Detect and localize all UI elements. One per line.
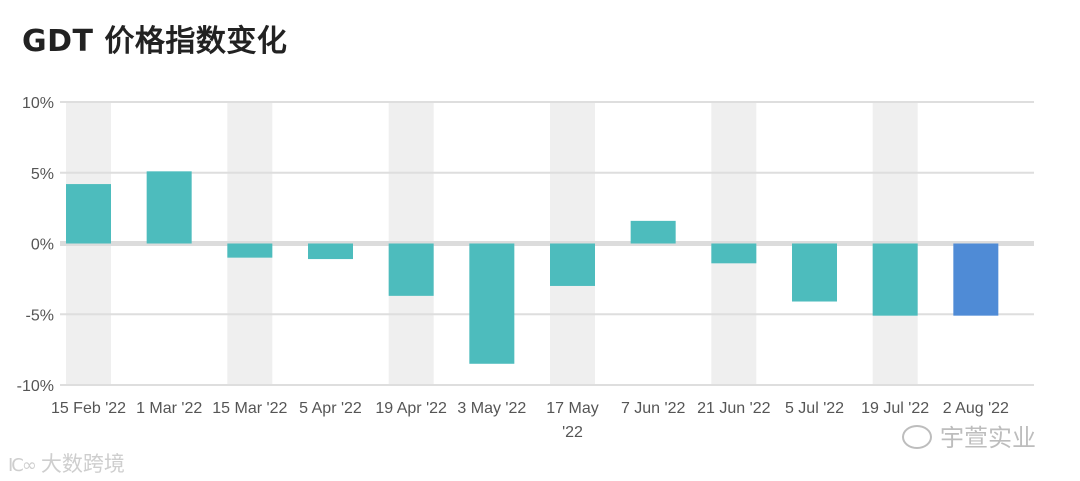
- watermark-left: IC∞ 大数跨境: [8, 448, 125, 478]
- y-tick-label: -10%: [17, 378, 54, 395]
- y-tick-label: 0%: [31, 237, 54, 254]
- watermark-left-text: 大数跨境: [40, 452, 125, 476]
- x-tick-label: 2 Aug '22: [943, 400, 1009, 417]
- bar: [953, 243, 999, 316]
- bar: [66, 184, 111, 244]
- bar: [227, 243, 273, 258]
- bar: [146, 171, 192, 244]
- bar: [388, 243, 434, 296]
- x-tick-label: 17 May '22: [546, 400, 598, 441]
- bar: [630, 220, 676, 244]
- gridlines: [60, 101, 1034, 386]
- x-axis: 15 Feb '22 1 Mar '22 15 Mar '22 5 Apr '22 19…: [51, 400, 1009, 441]
- y-tick-label: 5%: [31, 166, 54, 183]
- bar: [550, 243, 595, 286]
- bar: [308, 243, 353, 260]
- y-tick-label: -5%: [26, 307, 54, 324]
- wechat-icon: [902, 425, 932, 449]
- bars: [66, 171, 999, 364]
- bar: [792, 243, 837, 302]
- chart-title: GDT 价格指数变化: [22, 24, 288, 59]
- x-tick-label: 7 Jun '22: [621, 400, 686, 417]
- bar: [872, 243, 918, 316]
- x-tick-label: 19 Jul '22: [861, 400, 929, 417]
- watermark-right: 宇萱实业: [902, 418, 1036, 453]
- watermark-logo-icon: IC∞: [8, 455, 37, 476]
- x-tick-label: 5 Apr '22: [299, 400, 362, 417]
- bar: [469, 243, 515, 364]
- bar: [711, 243, 757, 264]
- x-tick-label: 3 May '22: [457, 400, 526, 417]
- x-tick-label: 15 Feb '22: [51, 400, 126, 417]
- watermark-right-text: 宇萱实业: [940, 424, 1036, 452]
- y-tick-label: 10%: [22, 95, 54, 112]
- x-tick-label: 21 Jun '22: [697, 400, 770, 417]
- x-tick-label: 19 Apr '22: [375, 400, 447, 417]
- y-axis: -10% -5% 0% 5% 10%: [17, 95, 54, 395]
- x-tick-label: 15 Mar '22: [212, 400, 287, 417]
- x-tick-label: 1 Mar '22: [136, 400, 202, 417]
- x-tick-label: 5 Jul '22: [785, 400, 844, 417]
